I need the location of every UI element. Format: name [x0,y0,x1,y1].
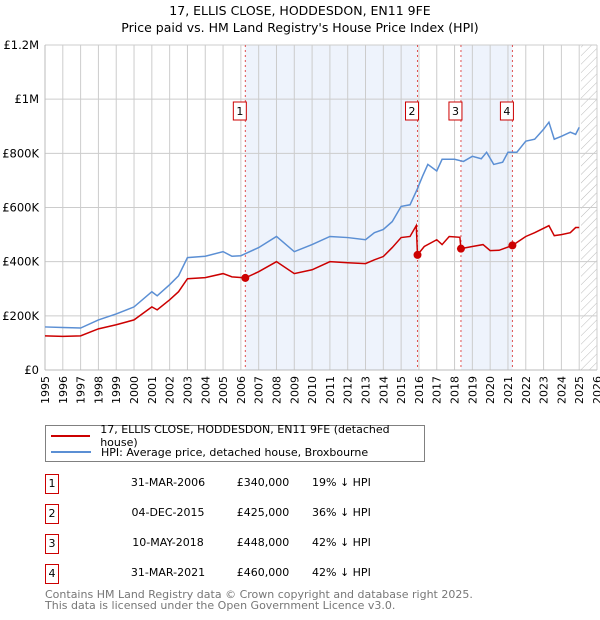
x-tick-label: 2005 [217,376,230,404]
sale-label: 2 [409,105,416,118]
sale-label-box [405,101,420,121]
x-tick-label: 2000 [128,376,141,404]
x-tick-label: 1996 [57,376,70,404]
sale-hpi-diff: 19% ↓ HPI [312,476,371,489]
chart-title: 17, ELLIS CLOSE, HODDESDON, EN11 9FE [169,3,430,18]
y-tick-label: £1M [14,92,39,106]
x-tick-label: 2023 [538,376,551,404]
legend: 17, ELLIS CLOSE, HODDESDON, EN11 9FE (de… [45,423,425,462]
x-tick-label: 2009 [288,376,301,404]
sale-label: 1 [236,105,243,118]
y-tick-label: £400K [2,255,39,269]
x-tick-label: 2010 [306,376,319,404]
y-tick-label: £600K [2,201,39,215]
sale-hpi-diff: 42% ↓ HPI [312,536,371,549]
footer-copyright: Contains HM Land Registry data © Crown c… [45,588,473,601]
sale-price: £460,000 [236,566,290,579]
x-tick-label: 2013 [360,376,373,404]
legend-swatch-blue [51,451,91,453]
x-tick-label: 2002 [164,376,177,404]
legend-entry-property: 17, ELLIS CLOSE, HODDESDON, EN11 9FE (de… [51,423,424,449]
sale-point [456,244,465,253]
x-tick-label: 2008 [270,376,283,404]
sale-point [413,250,422,259]
sale-row: 1 31-MAR-2006 £340,000 19% ↓ HPI [45,474,465,494]
footer: Contains HM Land Registry data © Crown c… [45,589,473,611]
x-tick-label: 2015 [395,376,408,404]
x-tick-label: 2018 [449,376,462,404]
legend-swatch-red [51,435,91,437]
x-tick-label: 2019 [466,376,479,404]
x-tick-label: 2006 [235,376,248,404]
sale-price: £448,000 [236,536,290,549]
sale-label: 4 [503,105,510,118]
sale-label-box [499,101,514,121]
sale-label-box [448,101,463,121]
sale-row: 4 31-MAR-2021 £460,000 42% ↓ HPI [45,564,465,584]
sale-marker-label: 3 [45,534,59,554]
sale-hpi-diff: 36% ↓ HPI [312,506,371,519]
legend-label: HPI: Average price, detached house, Brox… [101,445,369,459]
sale-point [241,273,250,282]
sale-price: £340,000 [236,476,290,489]
price-chart: 17, ELLIS CLOSE, HODDESDON, EN11 9FE Pri… [2,3,600,404]
sale-row: 2 04-DEC-2015 £425,000 36% ↓ HPI [45,504,465,524]
x-tick-label: 2014 [377,376,390,404]
chart-subtitle: Price paid vs. HM Land Registry's House … [121,20,478,35]
x-tick-label: 2011 [324,376,337,404]
x-tick-label: 2025 [573,376,586,404]
sale-row: 3 10-MAY-2018 £448,000 42% ↓ HPI [45,534,465,554]
sale-date: 31-MAR-2021 [130,566,206,579]
hpi-line [44,120,580,329]
x-tick-label: 2007 [253,376,266,404]
x-tick-label: 2020 [484,376,497,404]
sale-price: £425,000 [236,506,290,519]
sale-label: 3 [452,105,459,118]
y-tick-label: £800K [2,146,39,160]
footer-licence: This data is licensed under the Open Gov… [45,599,396,612]
sale-point [508,241,517,250]
x-tick-label: 2026 [591,376,600,404]
sale-date: 04-DEC-2015 [131,506,205,519]
x-tick-label: 2003 [181,376,194,404]
x-tick-label: 1997 [75,376,88,404]
y-tick-label: £1.2M [3,38,39,52]
legend-label: 17, ELLIS CLOSE, HODDESDON, EN11 9FE (de… [100,423,390,449]
sale-label-box [232,101,247,121]
sale-marker-label: 2 [45,504,59,524]
x-tick-label: 2022 [520,376,533,404]
x-tick-label: 1998 [92,376,105,404]
y-tick-label: £200K [2,309,39,323]
sale-hpi-diff: 42% ↓ HPI [312,566,371,579]
y-tick-label: £0 [24,363,39,377]
x-tick-label: 2024 [555,376,568,404]
x-tick-label: 2001 [146,376,159,404]
x-tick-label: 2012 [342,376,355,404]
sale-marker-label: 4 [45,564,59,584]
x-tick-label: 2016 [413,376,426,404]
x-tick-label: 2004 [199,376,212,404]
x-tick-label: 1995 [39,376,52,404]
sale-date: 10-MAY-2018 [132,536,204,549]
sale-date: 31-MAR-2006 [130,476,206,489]
x-tick-label: 2021 [502,376,515,404]
sale-marker-label: 1 [45,474,59,494]
x-tick-label: 2017 [431,376,444,404]
x-tick-label: 1999 [110,376,123,404]
legend-entry-hpi: HPI: Average price, detached house, Brox… [51,444,368,460]
